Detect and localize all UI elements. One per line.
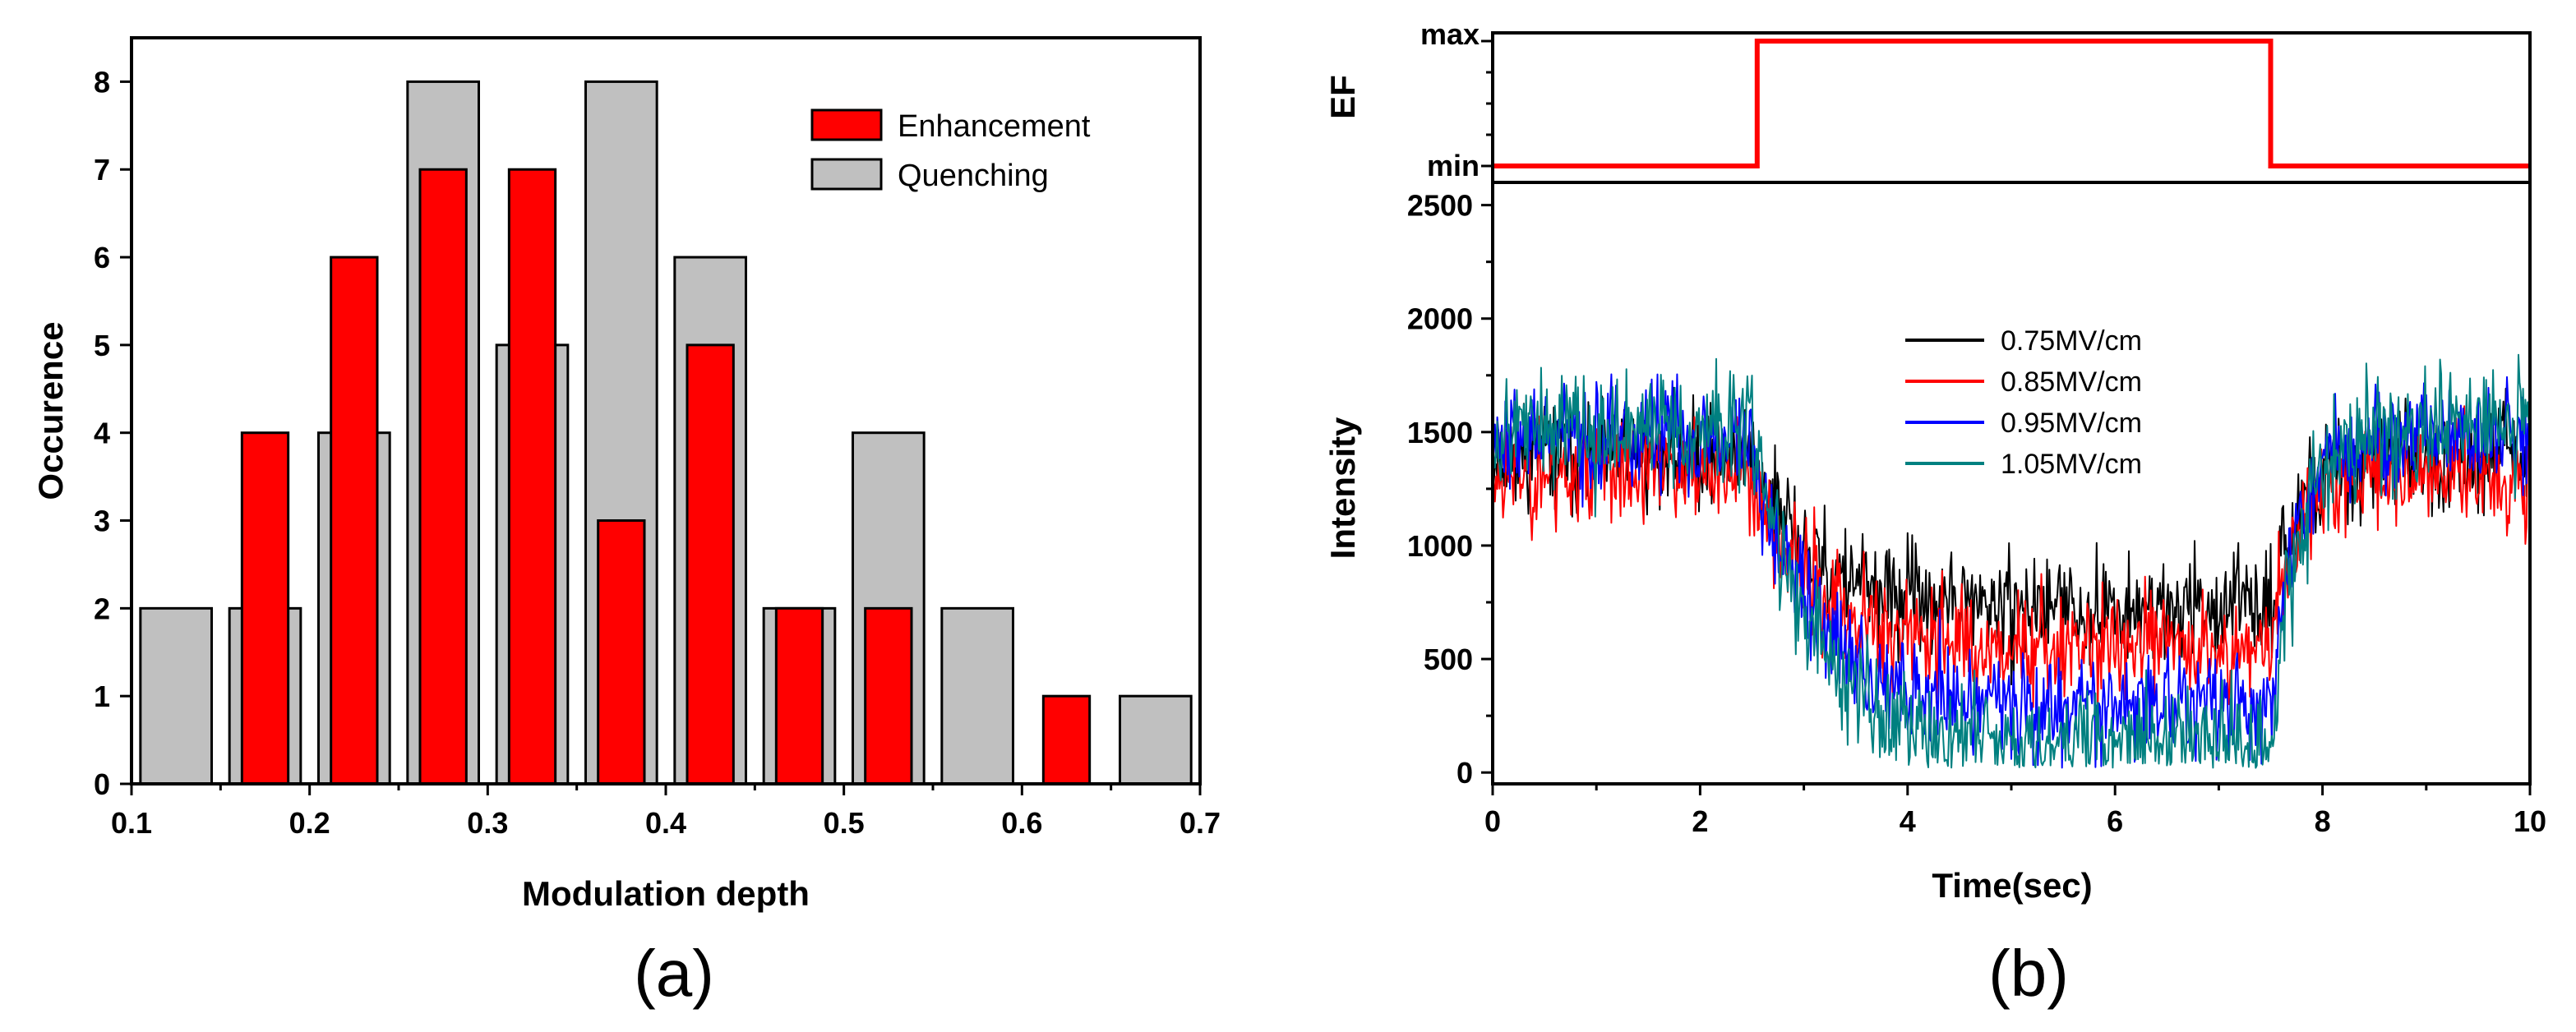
panel-label-a: (a) [634, 937, 714, 1010]
y-axis-ticks-b: 0 500 1000 1500 2000 2500 [1407, 189, 1493, 790]
x-tick-label-a: 0.5 [824, 806, 865, 840]
quenching-bar [139, 606, 213, 786]
legend-label-b: 0.85MV/cm [2001, 366, 2142, 398]
x-tick-label-b: 2 [1692, 804, 1708, 838]
y-tick-label-b: 1500 [1407, 416, 1473, 449]
enhancement-bar [1041, 694, 1092, 786]
legend-b: 0.75MV/cm 0.85MV/cm 0.95MV/cm 1.05MV/cm [1905, 325, 2142, 480]
histogram-panel: 0.1 0.2 0.3 0.4 0.5 0.6 0.7 0 1 2 3 4 5 6 7 8 Modulati… [31, 36, 1221, 1010]
y-tick-label-a: 8 [94, 65, 110, 99]
quenching-bar [1119, 694, 1193, 786]
x-tick-label-a: 0.3 [467, 806, 508, 840]
legend-label-enhancement: Enhancement [898, 109, 1091, 144]
x-axis-ticks-b: 0 2 4 6 8 10 [1484, 784, 2546, 838]
y-axis-title-b: Intensity [1323, 417, 1362, 559]
enhancement-bar [774, 606, 824, 786]
x-tick-label-b: 0 [1484, 804, 1501, 838]
y-tick-label-a: 7 [94, 153, 110, 187]
enhancement-bar [330, 256, 379, 786]
y-axis-ticks-a: 0 1 2 3 4 5 6 7 8 [94, 65, 132, 801]
legend-swatch-quenching [810, 158, 883, 191]
y-tick-label-b: 2000 [1407, 302, 1473, 336]
x-tick-label-a: 0.4 [645, 806, 686, 840]
x-tick-label-b: 4 [1900, 804, 1916, 838]
x-axis-ticks-a: 0.1 0.2 0.3 0.4 0.5 0.6 0.7 [111, 784, 1221, 840]
y-tick-label-a: 2 [94, 592, 110, 625]
enhancement-bar [686, 343, 735, 786]
enhancement-bar [240, 431, 290, 786]
x-tick-label-a: 0.7 [1180, 806, 1221, 840]
legend-swatch-enhancement [810, 108, 883, 141]
x-tick-label-b: 6 [2107, 804, 2123, 838]
y-tick-label-b: 0 [1457, 756, 1473, 790]
panel-label-b: (b) [1988, 937, 2069, 1010]
x-tick-label-b: 10 [2514, 804, 2546, 838]
ef-tick-min: min [1427, 149, 1480, 182]
time-trace-panel: max min EF 0 2 4 6 8 10 05001000150020002500 … [1323, 17, 2546, 1010]
legend-label-b: 0.75MV/cm [2001, 325, 2142, 357]
plot-frame-ef [1491, 31, 2532, 184]
y-axis-title-a: Occurence [31, 321, 70, 500]
quenching-bar [940, 606, 1015, 786]
legend-label-quenching: Quenching [898, 159, 1049, 193]
legend-label-b: 1.05MV/cm [2001, 449, 2142, 480]
intensity-trace [1492, 398, 2531, 709]
legend-label-b: 0.95MV/cm [2001, 408, 2142, 439]
y-tick-label-a: 0 [94, 767, 110, 801]
enhancement-bar [507, 168, 557, 786]
enhancement-bars [240, 168, 1092, 786]
x-tick-label-b: 8 [2315, 804, 2331, 838]
y-tick-label-a: 3 [94, 504, 110, 538]
x-axis-title-a: Modulation depth [522, 874, 810, 913]
y-tick-label-b: 1000 [1407, 529, 1473, 563]
enhancement-bar [597, 519, 646, 786]
x-tick-label-a: 0.6 [1001, 806, 1042, 840]
y-tick-label-b: 2500 [1407, 189, 1473, 223]
ef-tick-max: max [1420, 17, 1480, 51]
y-tick-label-a: 5 [94, 329, 110, 362]
x-tick-label-a: 0.1 [111, 806, 152, 840]
ef-axis-title: EF [1323, 75, 1362, 119]
enhancement-bar [418, 168, 468, 786]
y-tick-label-a: 4 [94, 417, 110, 450]
ef-step-line [1493, 39, 2530, 168]
ef-axis-ticks [1481, 39, 1493, 168]
intensity-traces [1492, 353, 2531, 769]
y-tick-label-a: 6 [94, 241, 110, 274]
y-tick-label-b: 500 [1424, 643, 1473, 676]
enhancement-bar [864, 606, 913, 786]
x-axis-title-b: Time(sec) [1932, 866, 2092, 905]
x-tick-label-a: 0.2 [289, 806, 330, 840]
intensity-trace [1492, 353, 2531, 769]
y-tick-label-a: 1 [94, 680, 110, 713]
legend-a: Enhancement Quenching [810, 108, 1091, 193]
